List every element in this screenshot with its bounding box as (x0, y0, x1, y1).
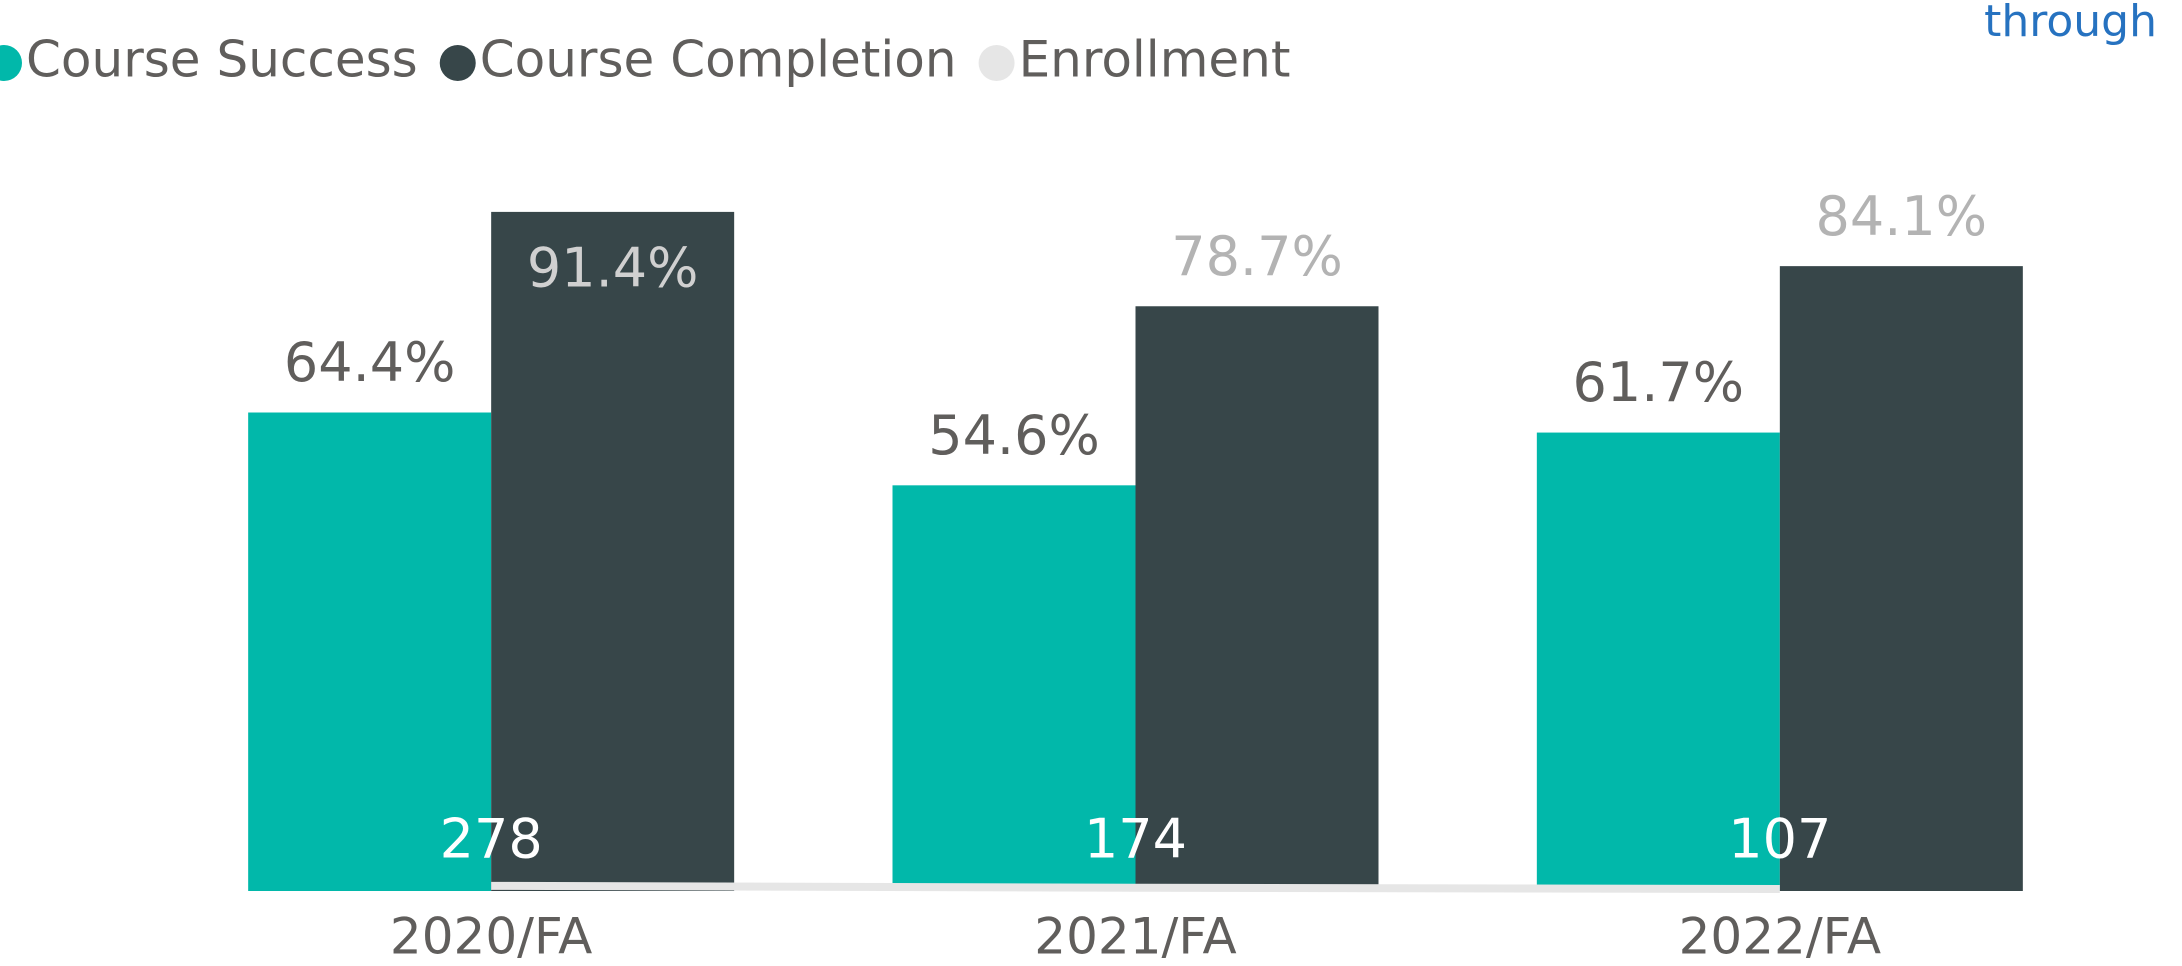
bar (248, 412, 492, 891)
legend-marker (978, 45, 1015, 81)
data-label: 61.7% (1573, 351, 1745, 414)
bar (892, 485, 1136, 891)
line-label: 107 (1728, 808, 1831, 871)
legend-marker (439, 45, 476, 81)
data-label: 64.4% (284, 331, 456, 394)
data-label: 54.6% (928, 404, 1100, 467)
header-note: through (1984, 0, 2157, 47)
line-label: 174 (1084, 808, 1187, 871)
bar (491, 211, 735, 891)
legend-label: Enrollment (1019, 31, 1291, 89)
x-tick-label: 2020/FA (390, 908, 592, 966)
bar (1779, 266, 2023, 892)
line (491, 881, 1780, 894)
data-label: 91.4% (527, 237, 699, 300)
x-tick-label: 2021/FA (1034, 908, 1236, 966)
data-label: 78.7% (1171, 225, 1343, 288)
legend-label: Course Completion (480, 31, 957, 89)
line-label: 278 (440, 808, 543, 871)
data-label: 84.1% (1816, 185, 1988, 248)
legend-label: Course Success (26, 31, 418, 89)
bar (1135, 306, 1379, 891)
bar (1536, 432, 1780, 891)
legend-marker (0, 45, 22, 81)
x-tick-label: 2022/FA (1679, 908, 1881, 966)
